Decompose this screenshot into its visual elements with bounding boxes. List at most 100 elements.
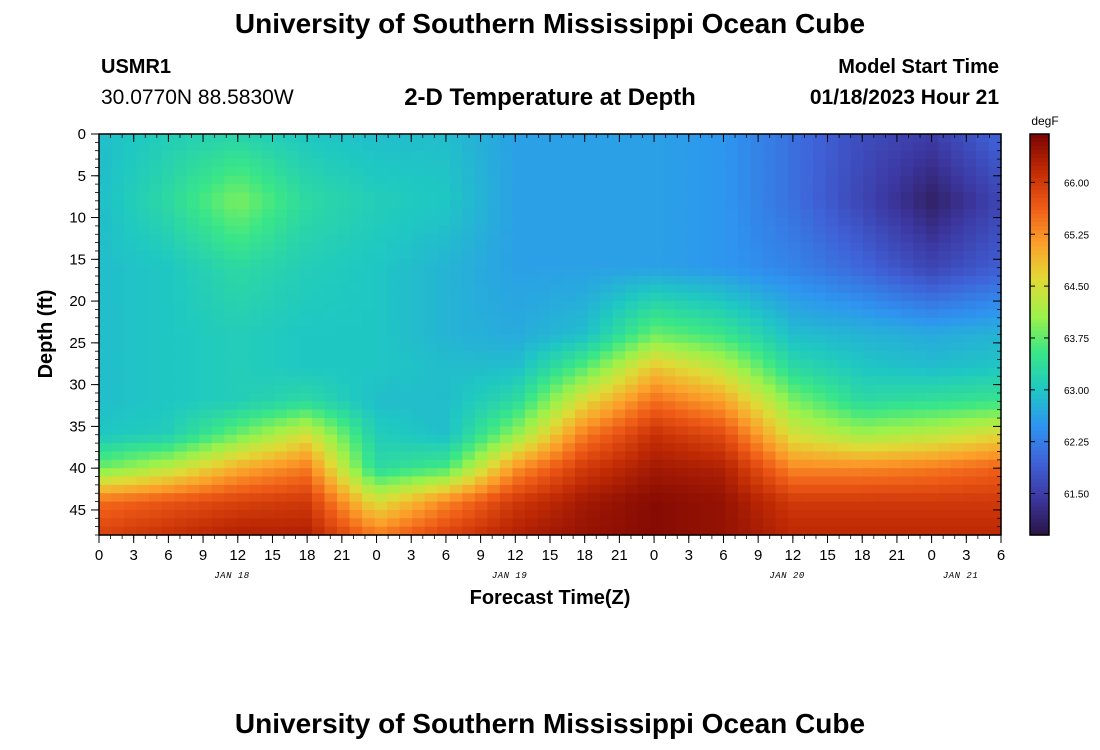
heatmap-cell: [750, 225, 764, 235]
heatmap-cell: [600, 468, 614, 478]
heatmap-cell: [149, 367, 163, 377]
heatmap-cell: [675, 367, 689, 377]
heatmap-cell: [888, 209, 902, 219]
heatmap-cell: [537, 167, 551, 177]
heatmap-cell: [825, 134, 839, 143]
heatmap-cell: [424, 301, 438, 311]
heatmap-cell: [950, 459, 965, 469]
heatmap-cell: [575, 284, 589, 294]
heatmap-cell: [737, 359, 752, 369]
heatmap-cell: [286, 426, 301, 436]
heatmap-cell: [487, 443, 501, 453]
heatmap-cell: [174, 134, 188, 143]
heatmap-cell: [825, 284, 839, 294]
heatmap-cell: [374, 451, 388, 461]
heatmap-cell: [362, 384, 376, 394]
heatmap-cell: [161, 142, 175, 152]
heatmap-cell: [650, 493, 664, 503]
heatmap-cell: [950, 217, 965, 227]
heatmap-cell: [612, 359, 626, 369]
heatmap-cell: [199, 192, 213, 202]
heatmap-cell: [700, 459, 714, 469]
heatmap-cell: [637, 509, 651, 519]
heatmap-cell: [512, 384, 526, 394]
heatmap-cell: [850, 217, 864, 227]
heatmap-cell: [299, 267, 313, 277]
heatmap-cell: [850, 276, 864, 285]
heatmap-cell: [800, 309, 814, 319]
heatmap-cell: [950, 326, 965, 336]
heatmap-cell: [211, 359, 225, 369]
heatmap-cell: [750, 150, 764, 160]
heatmap-cell: [487, 259, 501, 269]
heatmap-cell: [424, 326, 438, 336]
heatmap-cell: [600, 284, 614, 294]
heatmap-cell: [938, 309, 952, 319]
y-tick-label: 10: [69, 210, 86, 227]
heatmap-cell: [913, 200, 927, 210]
heatmap-cell: [913, 409, 927, 419]
heatmap-cell: [675, 167, 689, 177]
heatmap-cell: [625, 284, 639, 294]
heatmap-cell: [99, 267, 113, 277]
heatmap-cell: [712, 242, 726, 252]
heatmap-cell: [725, 209, 739, 219]
x-tick-label: 15: [819, 547, 836, 564]
heatmap-cell: [975, 359, 990, 369]
heatmap-cell: [725, 309, 739, 319]
heatmap-cell: [412, 476, 426, 486]
heatmap-cell: [687, 217, 701, 227]
heatmap-cell: [374, 250, 388, 260]
colorbar-swatch: [1030, 354, 1049, 360]
heatmap-cell: [462, 434, 476, 444]
heatmap-cell: [161, 225, 175, 235]
heatmap-cell: [612, 242, 626, 252]
heatmap-cell: [925, 150, 939, 160]
heatmap-cell: [186, 334, 200, 344]
heatmap-cell: [512, 334, 526, 344]
heatmap-cell: [111, 526, 125, 536]
heatmap-cell: [750, 334, 764, 344]
heatmap-cell: [712, 175, 726, 185]
heatmap-cell: [224, 409, 238, 419]
heatmap-cell: [349, 142, 363, 152]
heatmap-cell: [575, 443, 589, 453]
heatmap-cell: [412, 334, 426, 344]
heatmap-cell: [775, 501, 789, 511]
heatmap-cell: [274, 376, 288, 386]
heatmap-cell: [161, 451, 175, 461]
heatmap-cell: [362, 150, 376, 160]
heatmap-cell: [963, 267, 977, 277]
heatmap-cell: [349, 292, 363, 302]
heatmap-cell: [687, 409, 701, 419]
heatmap-cell: [499, 434, 514, 444]
heatmap-cell: [337, 276, 351, 285]
temperature-depth-chart: 0 3 6 9 12 15 18 21 0 3 6 9 12 15 18 21 0 3 6 9 12 15 18 21 0 3 6J…: [35, 114, 1089, 609]
heatmap-cell: [161, 409, 175, 419]
heatmap-cell: [637, 250, 651, 260]
heatmap-cell: [875, 317, 889, 327]
heatmap-cell: [900, 351, 914, 361]
heatmap-cell: [900, 276, 914, 285]
heatmap-cell: [211, 150, 225, 160]
heatmap-cell: [337, 367, 351, 377]
heatmap-cell: [99, 384, 113, 394]
heatmap-cell: [662, 359, 676, 369]
heatmap-cell: [712, 167, 726, 177]
heatmap-cell: [99, 451, 113, 461]
heatmap-cell: [186, 276, 200, 285]
colorbar-swatch: [1030, 518, 1049, 524]
heatmap-cell: [274, 401, 288, 411]
heatmap-cell: [211, 217, 225, 227]
heatmap-cell: [550, 509, 564, 519]
heatmap-cell: [124, 209, 138, 219]
heatmap-cell: [900, 267, 914, 277]
heatmap-cell: [236, 150, 250, 160]
heatmap-cell: [762, 184, 777, 194]
heatmap-cell: [675, 526, 689, 536]
heatmap-cell: [99, 476, 113, 486]
heatmap-cell: [900, 509, 914, 519]
heatmap-cell: [662, 134, 676, 143]
heatmap-cell: [675, 359, 689, 369]
heatmap-cell: [524, 509, 539, 519]
